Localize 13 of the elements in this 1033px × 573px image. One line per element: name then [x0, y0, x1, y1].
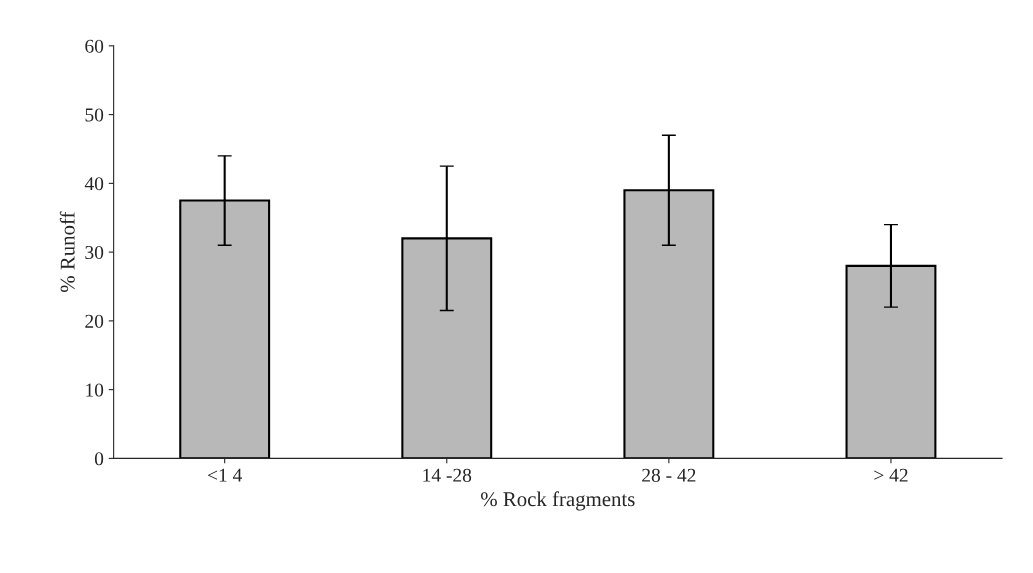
x-tick-label: > 42: [874, 468, 908, 482]
x-tick-label: <1 4: [208, 468, 243, 482]
y-tick-label: 40: [84, 177, 104, 191]
x-tick-label: 14 -28: [423, 468, 472, 482]
y-tick-label: 20: [85, 314, 104, 328]
y-axis-title: % Runoff: [59, 211, 75, 293]
y-tick-label: 60: [85, 39, 104, 53]
y-tick-label: 30: [85, 245, 104, 260]
y-tick-label: 10: [86, 383, 104, 397]
x-axis-title: % Rock fragments: [481, 491, 635, 511]
x-tick-label: 28 - 42: [642, 468, 696, 482]
y-tick-label: 0: [94, 452, 104, 466]
y-tick-label: 50: [85, 108, 104, 122]
